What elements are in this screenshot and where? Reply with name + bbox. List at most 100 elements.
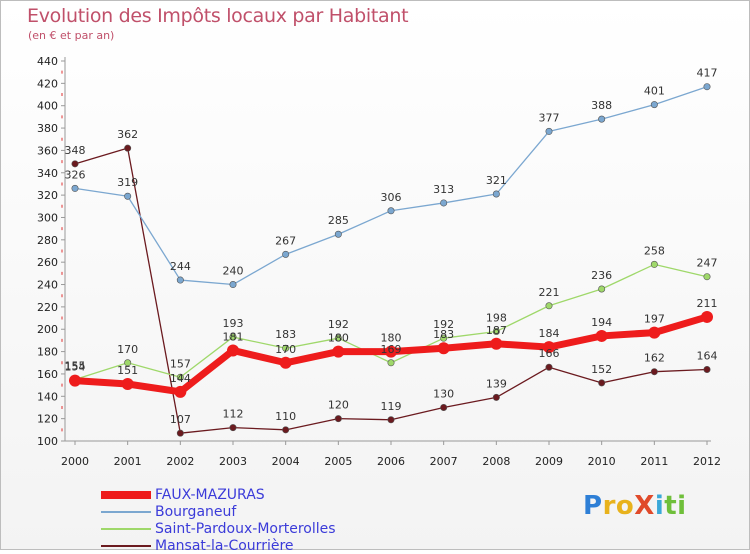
data-label-bourganeuf: 285 [328, 214, 349, 227]
data-point-mansat-la-courriere [440, 403, 448, 411]
data-point-faux-mazuras [227, 344, 239, 357]
x-tick-label: 2001 [114, 455, 142, 468]
y-tick-label: 180 [37, 346, 58, 359]
y-tick-label: 300 [37, 211, 58, 224]
data-point-bourganeuf [545, 127, 553, 135]
data-point-saint-pardoux-morterolles [282, 344, 290, 352]
data-point-bourganeuf [124, 192, 132, 200]
data-label-bourganeuf: 319 [117, 176, 138, 189]
data-label-bourganeuf: 321 [486, 174, 507, 187]
data-point-faux-mazuras [543, 341, 555, 354]
data-point-faux-mazuras [648, 326, 661, 339]
data-label-saint-pardoux-morterolles: 247 [697, 257, 718, 270]
data-point-saint-pardoux-morterolles [176, 373, 184, 381]
legend-label-saint-pardoux-morterolles: Saint-Pardoux-Morterolles [155, 520, 336, 537]
data-point-saint-pardoux-morterolles [387, 359, 395, 367]
data-label-bourganeuf: 240 [223, 265, 244, 278]
data-label-faux-mazuras: 194 [591, 316, 612, 329]
data-label-mansat-la-courriere: 348 [65, 144, 86, 157]
data-point-mansat-la-courriere [229, 424, 237, 432]
data-point-faux-mazuras [437, 342, 450, 355]
y-tick-label: 400 [37, 100, 58, 113]
x-tick-label: 2009 [535, 455, 563, 468]
data-label-faux-mazuras: 187 [486, 324, 507, 337]
data-point-bourganeuf [176, 276, 184, 284]
y-tick-label: 120 [37, 413, 58, 426]
data-point-bourganeuf [598, 115, 606, 123]
data-label-mansat-la-courriere: 112 [223, 408, 244, 421]
legend-swatch-bourganeuf [101, 510, 151, 513]
data-point-mansat-la-courriere [71, 160, 79, 168]
data-point-mansat-la-courriere [282, 426, 290, 434]
data-point-saint-pardoux-morterolles [440, 334, 448, 342]
data-label-faux-mazuras: 211 [697, 297, 718, 310]
data-point-faux-mazuras [174, 385, 187, 398]
data-label-saint-pardoux-morterolles: 192 [433, 318, 454, 331]
data-label-bourganeuf: 244 [170, 260, 191, 273]
data-label-bourganeuf: 377 [539, 111, 560, 124]
legend-item-bourganeuf: Bourganeuf [101, 503, 336, 520]
data-label-mansat-la-courriere: 119 [381, 400, 402, 413]
y-tick-label: 260 [37, 256, 58, 269]
data-point-bourganeuf [440, 199, 448, 207]
logo-letter: i [677, 491, 687, 521]
data-point-bourganeuf [282, 250, 290, 258]
y-tick-label: 160 [37, 368, 58, 381]
data-labels-layer: 348 362 107 112 110 120 119 130 139 166 152 162 164 1… [65, 67, 718, 426]
y-tick-label: 240 [37, 279, 58, 292]
x-tick-label: 2010 [588, 455, 616, 468]
logo-letter: i [654, 491, 665, 521]
data-label-faux-mazuras: 154 [65, 361, 86, 374]
logo-letter: t [664, 491, 678, 521]
legend-item-faux-mazuras: FAUX-MAZURAS [101, 486, 336, 503]
data-label-bourganeuf: 326 [65, 168, 86, 181]
data-label-bourganeuf: 417 [697, 67, 718, 80]
data-label-saint-pardoux-morterolles: 193 [223, 317, 244, 330]
data-point-mansat-la-courriere [124, 144, 132, 152]
legend-label-faux-mazuras: FAUX-MAZURAS [155, 486, 265, 503]
data-point-saint-pardoux-morterolles [492, 327, 500, 335]
data-label-mansat-la-courriere: 110 [275, 410, 296, 423]
y-tick-label: 380 [37, 122, 58, 135]
data-label-saint-pardoux-morterolles: 236 [591, 269, 612, 282]
series-line-bourganeuf [74, 86, 708, 286]
data-label-faux-mazuras: 180 [328, 332, 349, 345]
data-label-faux-mazuras: 144 [170, 372, 191, 385]
data-label-mansat-la-courriere: 130 [433, 387, 454, 400]
legend-label-bourganeuf: Bourganeuf [155, 503, 237, 520]
x-tick-label: 2012 [693, 455, 721, 468]
data-label-saint-pardoux-morterolles: 157 [170, 357, 191, 370]
data-point-saint-pardoux-morterolles [229, 333, 237, 341]
legend-label-mansat-la-courriere: Mansat-la-Courrière [155, 537, 294, 554]
data-point-saint-pardoux-morterolles [334, 334, 342, 342]
y-tick-label: 100 [37, 435, 58, 448]
x-tick-label: 2006 [377, 455, 405, 468]
y-tick-label: 440 [37, 55, 58, 68]
y-tick-label: 140 [37, 390, 58, 403]
data-label-mansat-la-courriere: 120 [328, 399, 349, 412]
y-tick-label: 320 [37, 189, 58, 202]
y-tick-label: 340 [37, 167, 58, 180]
x-tick-label: 2011 [640, 455, 668, 468]
x-tick-label: 2004 [272, 455, 300, 468]
y-tick-label: 280 [37, 234, 58, 247]
data-label-faux-mazuras: 184 [539, 327, 560, 340]
data-point-bourganeuf [492, 190, 500, 198]
data-label-mansat-la-courriere: 152 [591, 363, 612, 376]
proxiti-logo: ProXiti [583, 491, 687, 521]
x-tick-label: 2008 [482, 455, 510, 468]
x-tick-label: 2002 [166, 455, 194, 468]
data-point-faux-mazuras [595, 329, 608, 342]
data-label-bourganeuf: 401 [644, 85, 665, 98]
legend: FAUX-MAZURAS Bourganeuf Saint-Pardoux-Mo… [101, 486, 336, 554]
data-label-saint-pardoux-morterolles: 221 [539, 286, 560, 299]
x-tick-label: 2003 [219, 455, 247, 468]
data-point-mansat-la-courriere [598, 379, 606, 387]
data-label-mansat-la-courriere: 166 [539, 347, 560, 360]
y-tick-label: 420 [37, 77, 58, 90]
legend-swatch-faux-mazuras [101, 490, 151, 499]
data-point-bourganeuf [71, 184, 79, 192]
data-label-saint-pardoux-morterolles: 192 [328, 318, 349, 331]
data-label-mansat-la-courriere: 107 [170, 413, 191, 426]
